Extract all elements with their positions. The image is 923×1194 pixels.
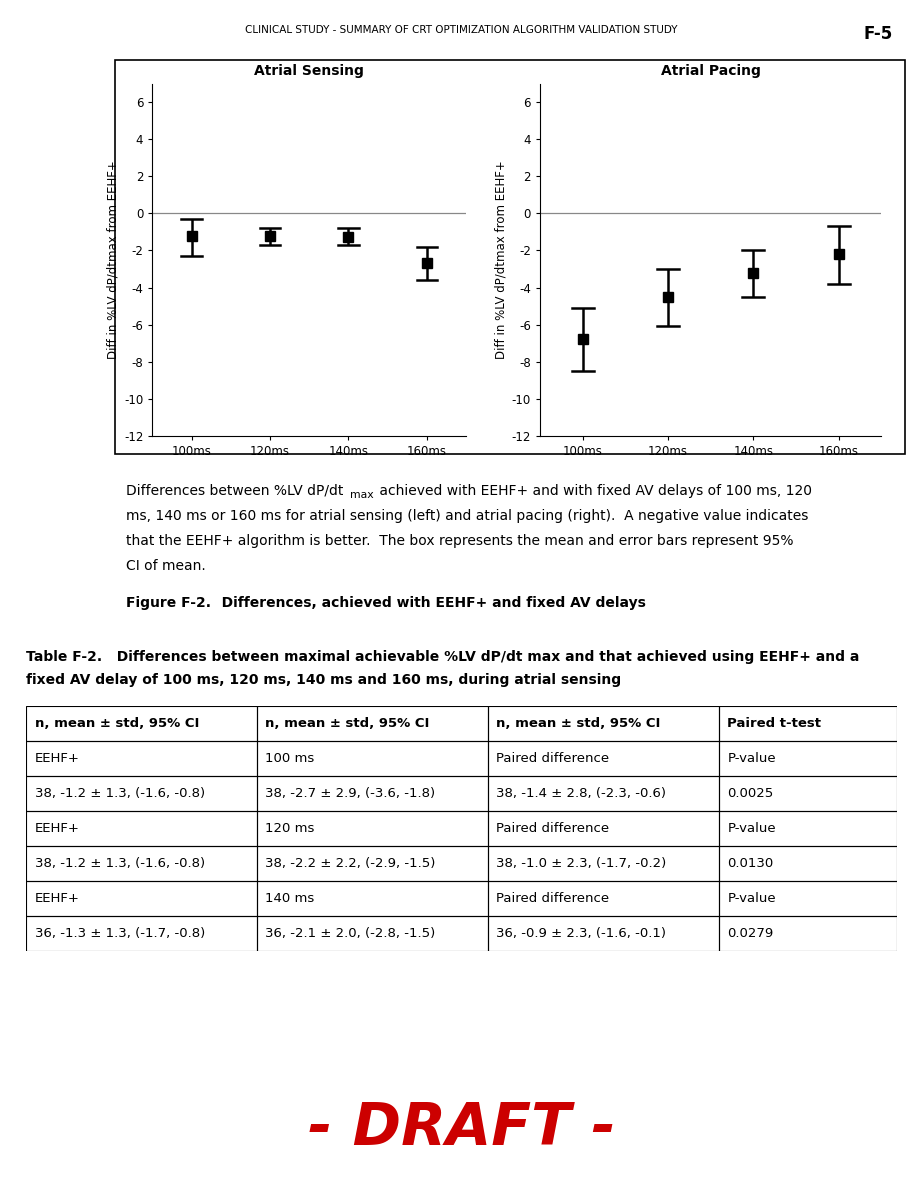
Text: - DRAFT -: - DRAFT - bbox=[307, 1100, 616, 1157]
Text: 0.0130: 0.0130 bbox=[727, 857, 773, 870]
Text: Paired difference: Paired difference bbox=[497, 752, 609, 765]
Text: P-value: P-value bbox=[727, 823, 776, 835]
Bar bbox=[487, 776, 718, 811]
Y-axis label: Diff in %LV dP/dtmax from EEHF+: Diff in %LV dP/dtmax from EEHF+ bbox=[107, 160, 120, 359]
Text: 100 ms: 100 ms bbox=[266, 752, 315, 765]
Bar bbox=[487, 881, 718, 916]
Text: 0.0279: 0.0279 bbox=[727, 927, 773, 940]
Text: F-5: F-5 bbox=[863, 25, 893, 43]
Bar bbox=[257, 811, 487, 847]
Text: 120 ms: 120 ms bbox=[266, 823, 315, 835]
Y-axis label: Diff in %LV dP/dtmax from EEHF+: Diff in %LV dP/dtmax from EEHF+ bbox=[495, 160, 508, 359]
Bar bbox=[718, 776, 897, 811]
Title: Atrial Sensing: Atrial Sensing bbox=[254, 64, 365, 79]
Text: EEHF+: EEHF+ bbox=[34, 752, 79, 765]
Text: CI of mean.: CI of mean. bbox=[126, 559, 205, 573]
Bar bbox=[487, 811, 718, 847]
Text: achieved with EEHF+ and with fixed AV delays of 100 ms, 120: achieved with EEHF+ and with fixed AV de… bbox=[375, 484, 811, 498]
Text: n, mean ± std, 95% CI: n, mean ± std, 95% CI bbox=[497, 718, 661, 731]
Bar bbox=[487, 707, 718, 741]
Text: 38, -1.4 ± 2.8, (-2.3, -0.6): 38, -1.4 ± 2.8, (-2.3, -0.6) bbox=[497, 787, 666, 800]
Text: 38, -2.7 ± 2.9, (-3.6, -1.8): 38, -2.7 ± 2.9, (-3.6, -1.8) bbox=[266, 787, 436, 800]
Text: 140 ms: 140 ms bbox=[266, 892, 315, 905]
Bar bbox=[26, 916, 257, 950]
Text: Paired t-test: Paired t-test bbox=[727, 718, 821, 731]
Text: CLINICAL STUDY - SUMMARY OF CRT OPTIMIZATION ALGORITHM VALIDATION STUDY: CLINICAL STUDY - SUMMARY OF CRT OPTIMIZA… bbox=[246, 25, 677, 35]
Text: Paired difference: Paired difference bbox=[497, 892, 609, 905]
Bar bbox=[26, 881, 257, 916]
Bar bbox=[257, 707, 487, 741]
Bar bbox=[718, 707, 897, 741]
Bar bbox=[487, 741, 718, 776]
Text: Figure F-2.: Figure F-2. bbox=[126, 597, 210, 610]
Bar bbox=[257, 916, 487, 950]
Bar bbox=[718, 811, 897, 847]
Bar bbox=[257, 741, 487, 776]
Text: n, mean ± std, 95% CI: n, mean ± std, 95% CI bbox=[266, 718, 430, 731]
Text: 36, -2.1 ± 2.0, (-2.8, -1.5): 36, -2.1 ± 2.0, (-2.8, -1.5) bbox=[266, 927, 436, 940]
Text: EEHF+: EEHF+ bbox=[34, 892, 79, 905]
Text: 38, -2.2 ± 2.2, (-2.9, -1.5): 38, -2.2 ± 2.2, (-2.9, -1.5) bbox=[266, 857, 436, 870]
Text: n, mean ± std, 95% CI: n, mean ± std, 95% CI bbox=[34, 718, 199, 731]
Title: Atrial Pacing: Atrial Pacing bbox=[661, 64, 761, 79]
Text: fixed AV delay of 100 ms, 120 ms, 140 ms and 160 ms, during atrial sensing: fixed AV delay of 100 ms, 120 ms, 140 ms… bbox=[26, 673, 621, 687]
Text: max: max bbox=[350, 490, 374, 499]
Text: P-value: P-value bbox=[727, 892, 776, 905]
Text: EEHF+: EEHF+ bbox=[34, 823, 79, 835]
Bar bbox=[26, 707, 257, 741]
Text: ms, 140 ms or 160 ms for atrial sensing (left) and atrial pacing (right).  A neg: ms, 140 ms or 160 ms for atrial sensing … bbox=[126, 509, 808, 523]
Bar bbox=[257, 776, 487, 811]
Text: P-value: P-value bbox=[727, 752, 776, 765]
Bar bbox=[26, 776, 257, 811]
Text: 36, -1.3 ± 1.3, (-1.7, -0.8): 36, -1.3 ± 1.3, (-1.7, -0.8) bbox=[34, 927, 205, 940]
Bar bbox=[718, 881, 897, 916]
Bar bbox=[257, 847, 487, 881]
Text: Differences between %LV dP/dt: Differences between %LV dP/dt bbox=[126, 484, 343, 498]
Text: 0.0025: 0.0025 bbox=[727, 787, 773, 800]
Bar bbox=[487, 916, 718, 950]
Text: Paired difference: Paired difference bbox=[497, 823, 609, 835]
Bar bbox=[487, 847, 718, 881]
Text: 38, -1.2 ± 1.3, (-1.6, -0.8): 38, -1.2 ± 1.3, (-1.6, -0.8) bbox=[34, 857, 205, 870]
Bar bbox=[26, 847, 257, 881]
Bar bbox=[257, 881, 487, 916]
Text: 38, -1.2 ± 1.3, (-1.6, -0.8): 38, -1.2 ± 1.3, (-1.6, -0.8) bbox=[34, 787, 205, 800]
Text: 38, -1.0 ± 2.3, (-1.7, -0.2): 38, -1.0 ± 2.3, (-1.7, -0.2) bbox=[497, 857, 666, 870]
Text: 36, -0.9 ± 2.3, (-1.6, -0.1): 36, -0.9 ± 2.3, (-1.6, -0.1) bbox=[497, 927, 666, 940]
Bar bbox=[26, 811, 257, 847]
Bar bbox=[718, 847, 897, 881]
Text: Table F-2.   Differences between maximal achievable %LV dP/dt max and that achie: Table F-2. Differences between maximal a… bbox=[26, 650, 859, 664]
Text: that the EEHF+ algorithm is better.  The box represents the mean and error bars : that the EEHF+ algorithm is better. The … bbox=[126, 534, 793, 548]
Text: Differences, achieved with EEHF+ and fixed AV delays: Differences, achieved with EEHF+ and fix… bbox=[207, 597, 645, 610]
Bar bbox=[718, 741, 897, 776]
Bar bbox=[26, 741, 257, 776]
Bar bbox=[718, 916, 897, 950]
